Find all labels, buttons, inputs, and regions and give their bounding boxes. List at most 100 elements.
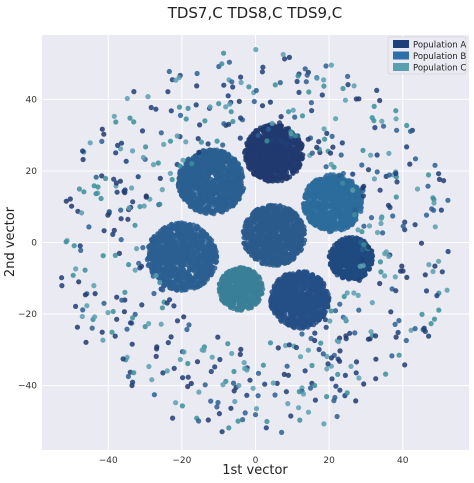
cluster-point [226,191,233,197]
cluster-point [277,258,283,265]
cluster-point [183,196,189,202]
cluster-point [304,200,310,206]
cluster-point [342,258,348,264]
cluster-point [188,200,194,206]
cluster-point [277,203,283,209]
cluster-point [279,128,285,134]
chart-title: TDS7,C TDS8,C TDS9,C [167,4,343,22]
cluster-point [285,156,292,163]
cluster-point [259,173,265,179]
cluster-point [277,242,284,248]
cluster-point [182,165,188,171]
cluster-point [209,161,215,167]
cluster-point [223,179,229,185]
cluster-point [176,175,182,181]
cluster-point [267,177,273,184]
cluster-point [253,239,259,246]
cluster-point [151,242,157,248]
cluster-point [278,165,284,171]
cluster-point [184,172,190,178]
cluster-point [220,192,226,198]
cluster-point [208,176,214,182]
cluster-point [178,287,185,293]
cluster-point [189,169,195,176]
cluster-point [288,241,294,247]
cluster-point [319,176,325,182]
cluster-point [369,253,375,259]
cluster-point [211,245,217,251]
cluster-point [273,127,279,133]
cluster-point [323,220,329,226]
cluster-point [334,198,340,204]
cluster-point [187,275,193,281]
cluster-point [254,172,260,178]
cluster-point [189,264,195,270]
cluster-point [170,223,176,229]
cluster-point [291,168,297,174]
cluster-point [231,158,237,164]
cluster-point [244,157,250,163]
cluster-point [205,273,211,279]
cluster-point [180,250,186,256]
cluster-point [245,141,251,147]
cluster-point [273,218,279,225]
cluster-point [281,157,288,163]
cluster-point [248,225,255,231]
cluster-point [346,212,352,219]
cluster-point [189,233,195,240]
cluster-point [260,149,266,155]
cluster-point [290,156,296,163]
cluster-point [181,177,187,183]
cluster-point [316,186,322,192]
cluster-point [147,255,154,262]
cluster-point [215,176,221,182]
cluster-point [264,260,270,266]
cluster-point [176,258,182,264]
cluster-point [330,198,336,204]
cluster-point [209,269,215,275]
cluster-point [175,251,181,257]
cluster-point [266,253,272,259]
cluster-point [197,239,203,245]
cluster-point [282,166,288,172]
cluster-point [335,204,341,210]
cluster-point [250,163,256,169]
cluster-point [273,249,279,255]
cluster-point [176,224,182,230]
cluster-point [157,260,163,266]
cluster-point [167,252,173,258]
cluster-point [295,227,301,233]
cluster-point [325,210,331,216]
cluster-point [225,171,231,177]
cluster-point [255,160,261,166]
cluster-point [230,201,237,207]
cluster-point [347,208,353,214]
cluster-point [214,147,220,153]
cluster-point [202,210,208,216]
cluster-point [293,148,299,154]
cluster-point [257,164,263,170]
cluster-point [268,171,274,177]
cluster-point [296,153,303,159]
cluster-point [205,161,211,167]
cluster-point [185,258,191,264]
cluster-point [181,230,187,237]
cluster-point [289,141,295,147]
cluster-point [348,272,354,278]
cluster-point [254,225,260,231]
cluster-point [185,224,191,231]
cluster-point [297,162,303,168]
cluster-point [236,196,242,202]
cluster-point [216,152,222,158]
cluster-point [214,253,220,259]
cluster-point [204,264,210,270]
cluster-point [306,193,313,199]
cluster-point [323,187,329,194]
cluster-point [333,248,339,254]
cluster-point [196,252,202,258]
cluster-point [160,251,167,257]
cluster-point [341,243,347,249]
cluster-point [260,231,266,237]
cluster-point [340,221,346,227]
cluster-point [178,282,184,288]
